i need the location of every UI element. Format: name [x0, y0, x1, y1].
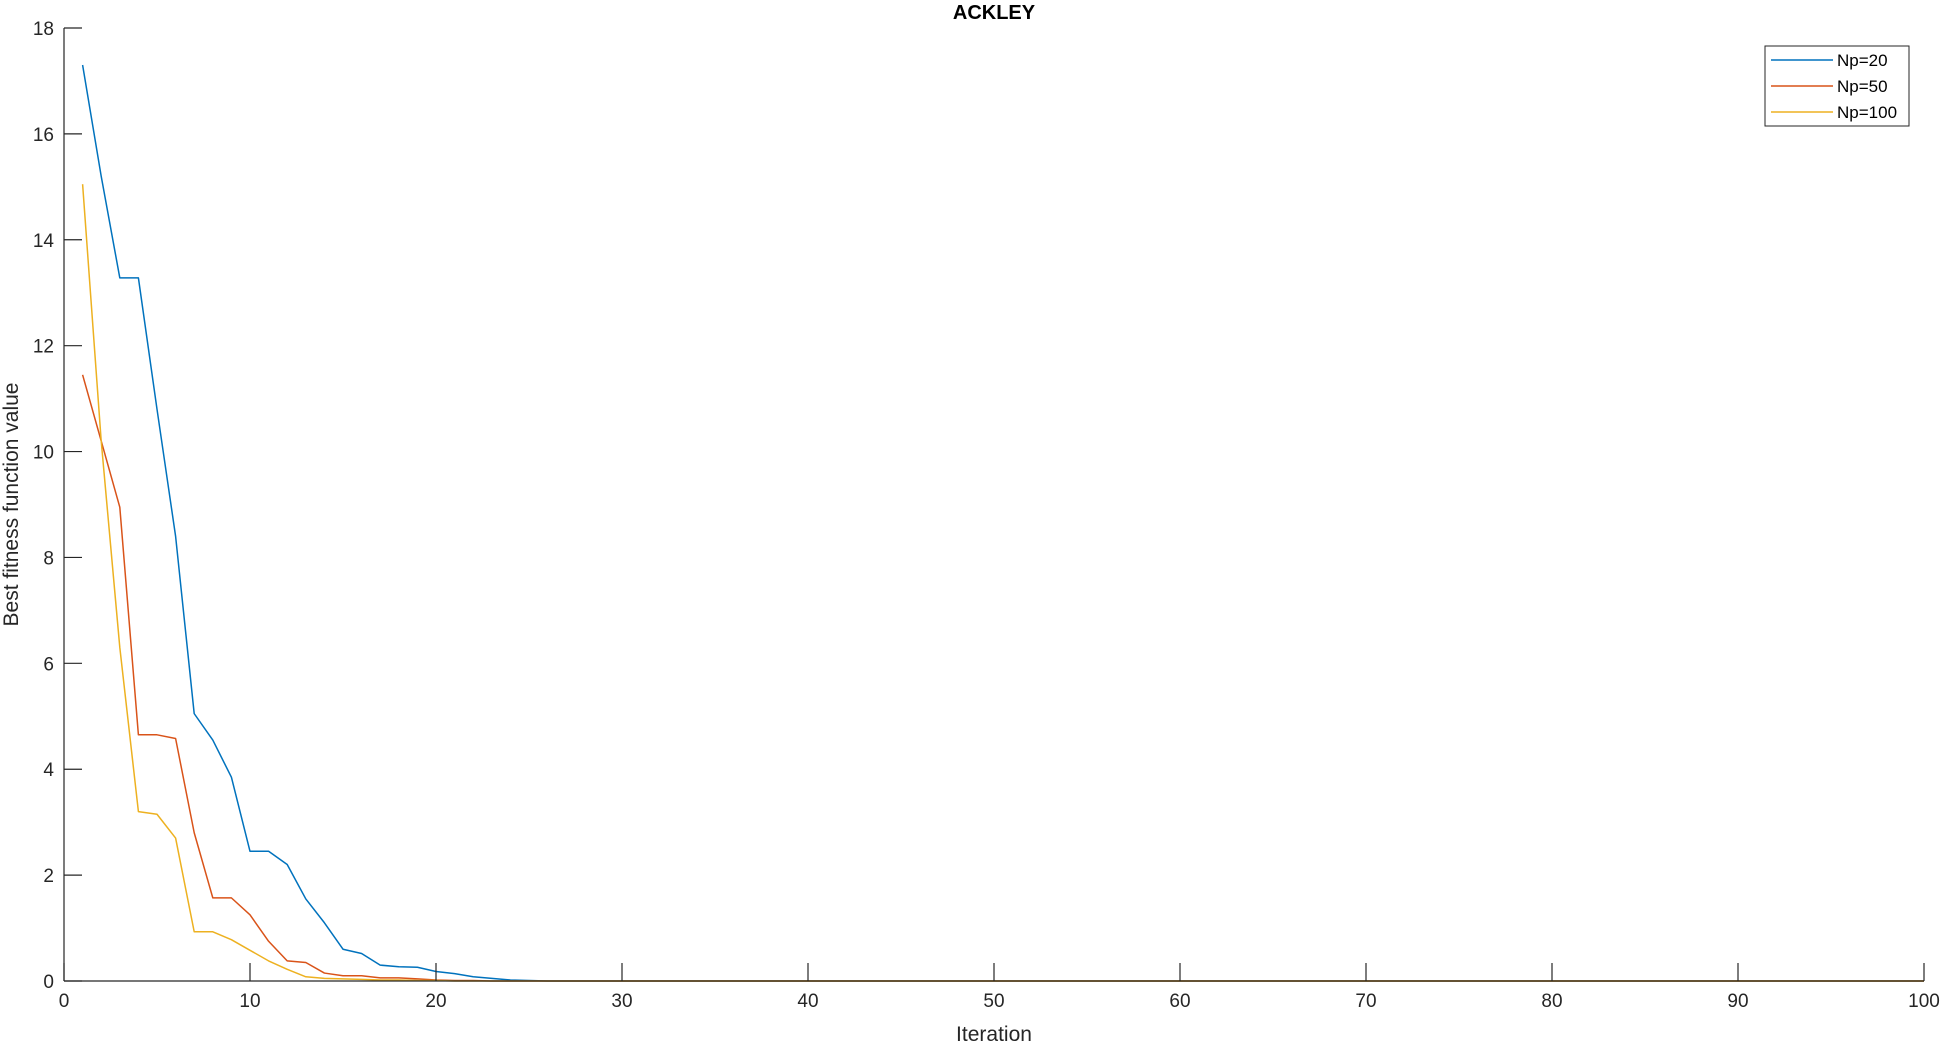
x-tick-label: 50: [983, 991, 1004, 1012]
y-tick-label: 14: [33, 231, 55, 252]
axes-layer: 0 10 20 30 40 50 60 70 80 90 100 0 2 4 6 8 10 12 14 16 18: [33, 19, 1940, 1012]
legend-label: Np=20: [1837, 51, 1888, 70]
y-tick-label: 8: [43, 548, 54, 569]
y-tick-label: 0: [43, 972, 54, 993]
x-tick-label: 10: [239, 991, 260, 1012]
legend-label: Np=50: [1837, 77, 1888, 96]
legend-label: Np=100: [1837, 103, 1897, 122]
x-tick-label: 40: [797, 991, 818, 1012]
legend: Np=20 Np=50 Np=100: [1764, 45, 1910, 127]
y-tick-label: 6: [43, 654, 54, 675]
y-tick-label: 18: [33, 19, 54, 40]
y-tick-label: 12: [33, 337, 54, 358]
chart-title: ACKLEY: [953, 2, 1036, 24]
y-tick-label: 10: [33, 443, 54, 464]
x-tick-label: 20: [425, 991, 446, 1012]
x-tick-label: 80: [1541, 991, 1562, 1012]
x-tick-label: 90: [1727, 991, 1748, 1012]
x-tick-label: 100: [1908, 991, 1940, 1012]
x-tick-label: 70: [1355, 991, 1376, 1012]
y-tick-label: 2: [43, 866, 54, 887]
x-tick-label: 30: [611, 991, 632, 1012]
y-tick-label: 16: [33, 125, 54, 146]
y-axis-label: Best fitness function value: [0, 383, 23, 627]
x-tick-label: 60: [1169, 991, 1190, 1012]
x-tick-label: 0: [59, 991, 70, 1012]
x-axis-label: Iteration: [956, 1023, 1032, 1044]
y-tick-label: 4: [43, 760, 54, 781]
